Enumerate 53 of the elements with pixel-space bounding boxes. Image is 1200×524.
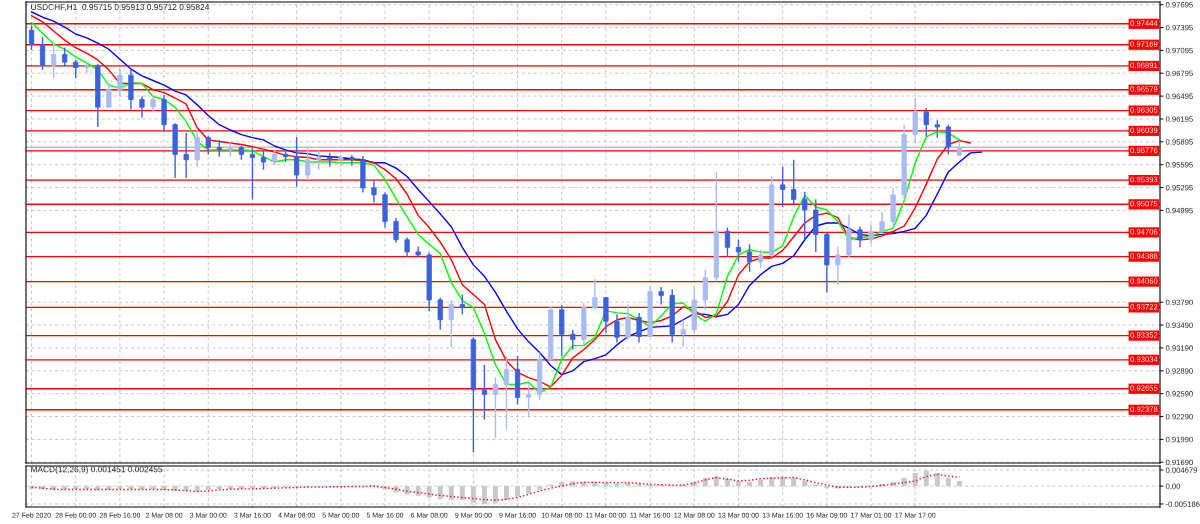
candlestick — [459, 293, 465, 316]
candlestick — [592, 278, 598, 311]
candlestick — [437, 296, 443, 331]
candlestick — [404, 236, 410, 258]
candlestick — [857, 226, 863, 249]
chart-title: USDCHF,H1 0.95715 0.95913 0.95712 0.95824 — [31, 4, 210, 11]
candlestick — [106, 82, 112, 109]
candlestick — [802, 191, 808, 241]
chart-title: MACD(12,26,9) 0.001451 0.002455 — [31, 466, 163, 474]
candlestick — [757, 248, 764, 269]
candlestick — [780, 165, 786, 208]
candlestick — [349, 154, 355, 167]
candlestick — [139, 95, 145, 119]
candlestick — [503, 355, 510, 431]
candlestick — [448, 299, 454, 348]
candlestick — [746, 243, 753, 273]
candlestick — [879, 210, 885, 236]
candlestick — [481, 364, 488, 421]
candlestick — [294, 136, 300, 188]
candlestick — [371, 178, 377, 204]
candlestick — [912, 97, 918, 144]
candlestick — [28, 24, 35, 51]
candlestick — [835, 245, 841, 286]
candlestick — [923, 107, 929, 138]
candlestick — [680, 319, 686, 348]
candlestick — [338, 154, 344, 168]
candlestick — [614, 313, 620, 344]
candlestick — [658, 286, 664, 306]
candlestick — [492, 376, 499, 439]
candlestick — [570, 328, 576, 351]
candlestick — [724, 226, 731, 258]
candlestick — [62, 47, 68, 68]
candlestick — [702, 268, 708, 311]
candlestick — [194, 129, 200, 168]
candlestick — [260, 149, 267, 171]
candlestick — [603, 296, 609, 334]
candlestick — [117, 66, 123, 98]
candlestick — [945, 123, 951, 156]
candlestick — [735, 239, 742, 263]
candlestick — [205, 135, 211, 156]
candlestick — [625, 303, 631, 341]
candlestick — [183, 132, 189, 179]
candlestick — [249, 146, 256, 201]
candlestick — [636, 312, 642, 344]
candlestick — [525, 383, 532, 418]
candlestick — [316, 149, 322, 171]
candlestick — [791, 159, 797, 206]
candlestick — [50, 42, 57, 79]
candlestick — [39, 36, 46, 71]
candlestick — [73, 59, 79, 79]
candlestick — [393, 216, 399, 244]
candlestick — [305, 146, 311, 181]
candlestick — [868, 223, 874, 246]
